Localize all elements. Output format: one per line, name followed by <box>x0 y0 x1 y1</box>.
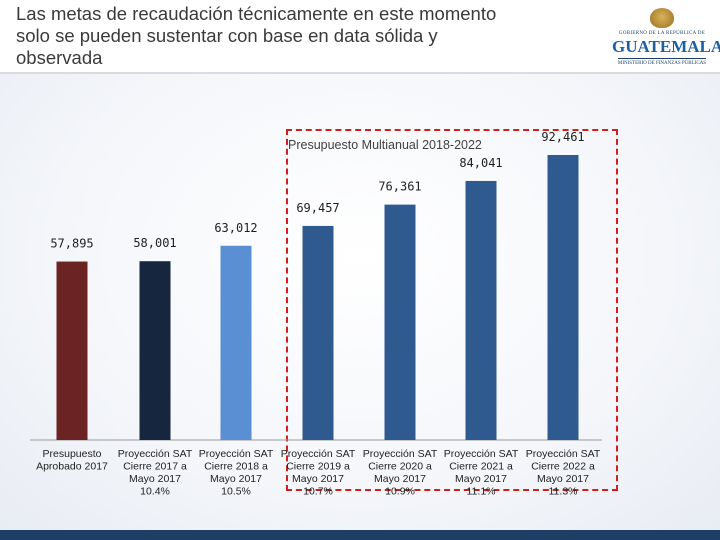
bar-value-label: 84,041 <box>459 156 502 170</box>
bar <box>302 225 334 440</box>
category-label-line: Mayo 2017 <box>129 473 181 485</box>
category-label-line: Mayo 2017 <box>210 473 262 485</box>
category-label-line: 11.1% <box>467 486 496 498</box>
bottom-bar <box>0 530 720 540</box>
category-label-line: 11.3% <box>549 486 578 498</box>
category-label-line: Mayo 2017 <box>537 473 589 485</box>
title-line: observada <box>16 47 103 68</box>
category-label-line: Proyección SAT <box>363 448 438 460</box>
logo-main-text: GUATEMALA <box>612 37 720 56</box>
category-label-line: Proyección SAT <box>281 448 356 460</box>
category-label-line: Cierre 2022 a <box>531 461 595 473</box>
bar-value-label: 76,361 <box>378 180 421 194</box>
bar-value-label: 92,461 <box>541 130 584 144</box>
logo-divider <box>618 58 706 59</box>
category-label-line: Cierre 2020 a <box>368 461 432 473</box>
bar <box>547 155 579 440</box>
coat-of-arms-icon <box>650 8 674 28</box>
category-label-line: Presupuesto <box>43 448 102 460</box>
slide-background <box>0 74 720 530</box>
category-label-line: Proyección SAT <box>118 448 193 460</box>
bar-value-label: 58,001 <box>133 236 176 250</box>
header-divider <box>0 72 720 74</box>
category-label-line: 10.4% <box>140 486 170 498</box>
bars-group <box>56 155 579 440</box>
category-label-line: Cierre 2017 a <box>123 461 187 473</box>
logo-sub-text: MINISTERIO DE FINANZAS PÚBLICAS <box>617 61 707 66</box>
logo-top-text: GOBIERNO DE LA REPÚBLICA DE <box>618 31 706 36</box>
bar <box>220 245 252 440</box>
bar-value-label: 57,895 <box>50 237 93 251</box>
multianual-label: Presupuesto Multianual 2018-2022 <box>288 138 482 152</box>
category-label-line: Mayo 2017 <box>455 473 507 485</box>
category-label-line: Mayo 2017 <box>292 473 344 485</box>
category-label-line: 10.5% <box>221 486 251 498</box>
category-label-line: Cierre 2018 a <box>204 461 268 473</box>
bar <box>465 180 497 440</box>
category-label-line: Proyección SAT <box>526 448 601 460</box>
category-label-line: Aprobado 2017 <box>36 461 108 473</box>
guatemala-logo: GOBIERNO DE LA REPÚBLICA DE GUATEMALA MI… <box>612 8 720 70</box>
bar-value-label: 63,012 <box>214 221 257 235</box>
category-label-line: Proyección SAT <box>199 448 274 460</box>
bar <box>139 261 171 440</box>
category-label-line: 10.9% <box>385 486 415 498</box>
bar <box>56 261 88 440</box>
title-line: Las metas de recaudación técnicamente en… <box>16 3 497 24</box>
bar <box>384 204 416 440</box>
slide-title: Las metas de recaudación técnicamente en… <box>16 3 596 69</box>
multianual-highlight-box <box>286 129 618 491</box>
category-label-line: Cierre 2019 a <box>286 461 350 473</box>
value-labels-group: 57,895 58,001 63,012 69,457 76,361 84,041 92,4… <box>50 130 584 251</box>
category-label-line: Cierre 2021 a <box>449 461 513 473</box>
bar-value-label: 69,457 <box>296 201 339 215</box>
category-label-line: Proyección SAT <box>444 448 519 460</box>
category-label-line: Mayo 2017 <box>374 473 426 485</box>
title-line: solo se pueden sustentar con base en dat… <box>16 25 438 46</box>
category-label-line: 10.7% <box>303 486 333 498</box>
